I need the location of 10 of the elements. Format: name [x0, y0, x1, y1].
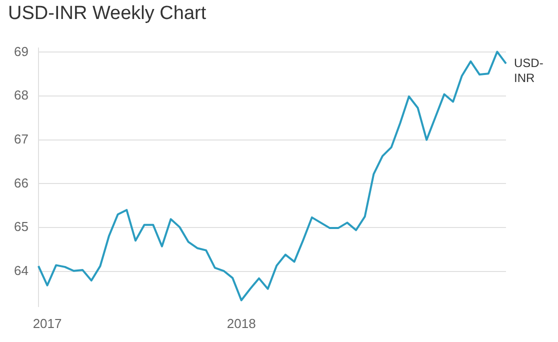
x-tick-label: 2018 [226, 316, 256, 331]
y-tick-label: 67 [14, 131, 28, 146]
x-tick-label: 2017 [32, 316, 62, 331]
y-tick-label: 64 [14, 262, 28, 278]
series-label: USD-INR [514, 56, 544, 85]
y-tick-label: 68 [14, 88, 28, 103]
y-tick-label: 69 [14, 44, 28, 59]
y-tick-label: 66 [14, 175, 28, 190]
y-tick-label: 65 [14, 219, 28, 234]
chart-title: USD-INR Weekly Chart [8, 3, 206, 25]
